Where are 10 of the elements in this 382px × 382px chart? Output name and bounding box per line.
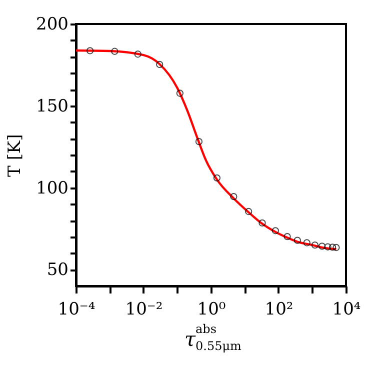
x-tick-label: 10⁻⁴ (58, 300, 96, 320)
y-tick-label: 200 (36, 14, 68, 34)
y-tick-label: 50 (46, 260, 68, 280)
x-tick-label: 10⁻² (125, 300, 163, 320)
y-tick-label: 100 (36, 178, 68, 198)
y-axis-title: T [K] (5, 134, 26, 177)
x-tick-label: 10⁴ (332, 300, 361, 320)
x-tick-label: 10⁰ (197, 300, 226, 320)
y-tick-label: 150 (36, 96, 68, 116)
x-tick-label: 10² (264, 300, 294, 320)
